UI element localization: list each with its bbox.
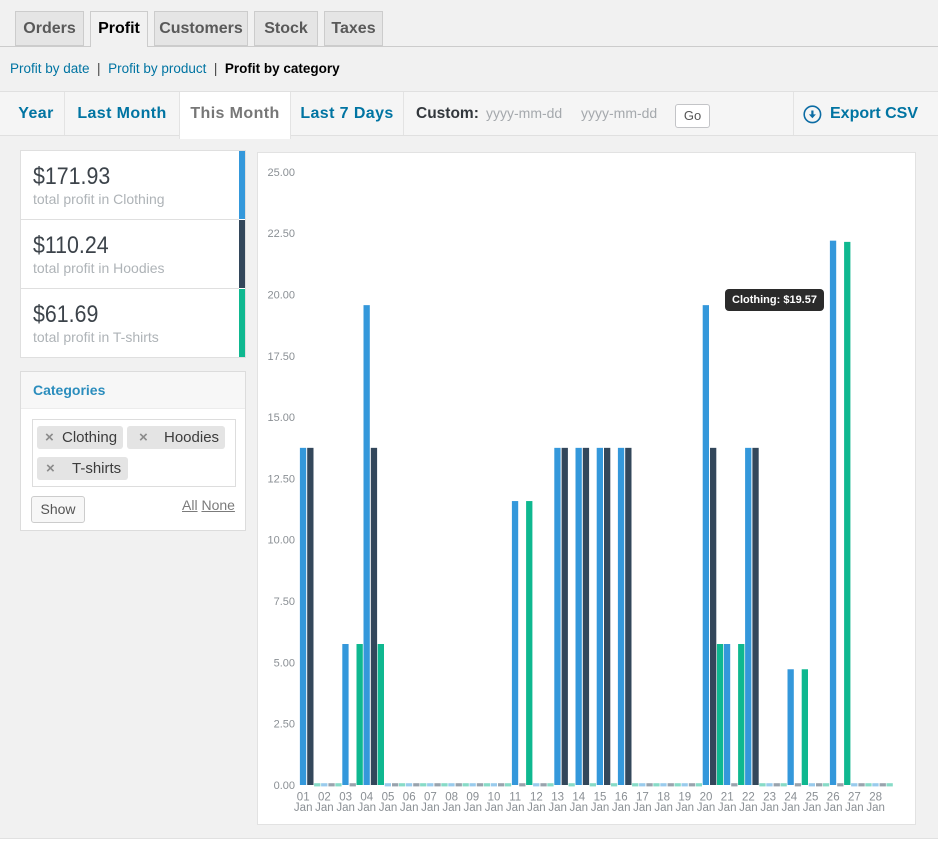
svg-text:18: 18 xyxy=(657,792,670,804)
svg-text:09: 09 xyxy=(466,792,479,804)
svg-text:03: 03 xyxy=(339,792,352,804)
svg-text:11: 11 xyxy=(509,792,521,804)
svg-text:15: 15 xyxy=(594,792,607,804)
svg-text:22: 22 xyxy=(742,792,755,804)
svg-text:Jan: Jan xyxy=(570,802,589,814)
svg-text:20.00: 20.00 xyxy=(267,290,295,302)
svg-text:0.00: 0.00 xyxy=(274,780,295,792)
svg-text:Jan: Jan xyxy=(803,802,822,814)
svg-text:20: 20 xyxy=(700,792,713,804)
svg-text:28: 28 xyxy=(869,792,882,804)
svg-text:Jan: Jan xyxy=(760,802,779,814)
svg-text:7.50: 7.50 xyxy=(274,596,295,608)
svg-text:12: 12 xyxy=(530,792,543,804)
svg-text:Jan: Jan xyxy=(633,802,652,814)
svg-text:10.00: 10.00 xyxy=(267,535,295,547)
svg-text:Jan: Jan xyxy=(697,802,716,814)
svg-text:02: 02 xyxy=(318,792,331,804)
svg-text:27: 27 xyxy=(848,792,861,804)
svg-text:Jan: Jan xyxy=(591,802,610,814)
svg-text:25: 25 xyxy=(806,792,819,804)
svg-text:Jan: Jan xyxy=(718,802,737,814)
svg-text:16: 16 xyxy=(615,792,628,804)
svg-text:01: 01 xyxy=(297,792,310,804)
svg-text:Jan: Jan xyxy=(400,802,419,814)
svg-text:26: 26 xyxy=(827,792,840,804)
svg-text:12.50: 12.50 xyxy=(267,473,295,485)
svg-text:Jan: Jan xyxy=(464,802,483,814)
svg-text:Jan: Jan xyxy=(548,802,567,814)
svg-text:25.00: 25.00 xyxy=(267,167,295,179)
svg-text:14: 14 xyxy=(572,792,585,804)
svg-text:13: 13 xyxy=(551,792,564,804)
svg-text:Jan: Jan xyxy=(612,802,631,814)
svg-text:08: 08 xyxy=(445,792,458,804)
svg-text:2.50: 2.50 xyxy=(274,719,295,731)
svg-text:Jan: Jan xyxy=(676,802,695,814)
svg-text:23: 23 xyxy=(763,792,776,804)
svg-text:Jan: Jan xyxy=(527,802,546,814)
svg-text:Jan: Jan xyxy=(506,802,525,814)
svg-text:Jan: Jan xyxy=(824,802,843,814)
svg-text:06: 06 xyxy=(403,792,416,804)
svg-text:10: 10 xyxy=(488,792,501,804)
svg-text:17: 17 xyxy=(636,792,649,804)
svg-text:Jan: Jan xyxy=(739,802,758,814)
svg-text:Jan: Jan xyxy=(866,802,885,814)
svg-text:17.50: 17.50 xyxy=(267,351,295,363)
svg-text:Jan: Jan xyxy=(845,802,864,814)
svg-text:Jan: Jan xyxy=(442,802,461,814)
svg-text:07: 07 xyxy=(424,792,437,804)
svg-text:15.00: 15.00 xyxy=(267,412,295,424)
svg-text:Jan: Jan xyxy=(485,802,504,814)
svg-text:Jan: Jan xyxy=(782,802,801,814)
svg-text:19: 19 xyxy=(678,792,691,804)
svg-text:Jan: Jan xyxy=(294,802,313,814)
svg-text:Jan: Jan xyxy=(358,802,377,814)
svg-text:5.00: 5.00 xyxy=(274,657,295,669)
svg-text:21: 21 xyxy=(721,792,734,804)
svg-text:Jan: Jan xyxy=(421,802,440,814)
svg-text:05: 05 xyxy=(382,792,395,804)
svg-text:24: 24 xyxy=(784,792,797,804)
svg-text:Jan: Jan xyxy=(336,802,355,814)
svg-text:04: 04 xyxy=(360,792,373,804)
svg-text:Jan: Jan xyxy=(654,802,673,814)
svg-text:Jan: Jan xyxy=(379,802,398,814)
svg-text:22.50: 22.50 xyxy=(267,228,295,240)
svg-text:Jan: Jan xyxy=(315,802,334,814)
